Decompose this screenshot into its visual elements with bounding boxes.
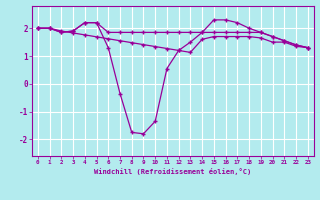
X-axis label: Windchill (Refroidissement éolien,°C): Windchill (Refroidissement éolien,°C) [94,168,252,175]
